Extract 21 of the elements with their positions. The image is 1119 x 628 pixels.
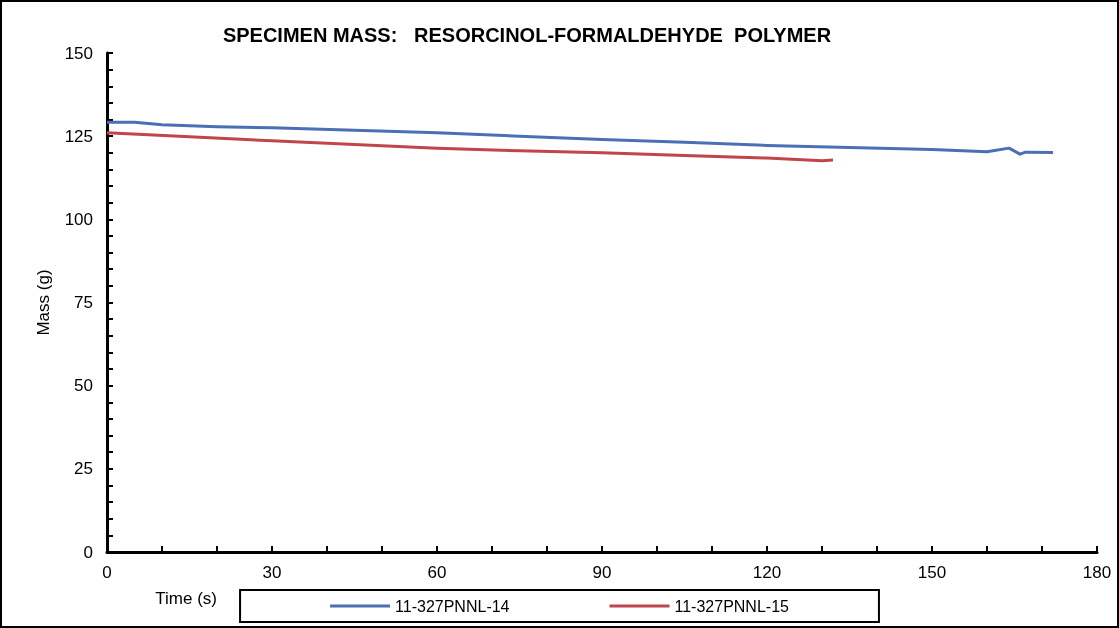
y-tick-label: 125 [64, 126, 93, 146]
x-tick-label: 90 [592, 563, 612, 582]
x-tick-label: 120 [752, 563, 782, 582]
x-tick-label: 150 [917, 563, 947, 582]
y-tick-label: 0 [83, 542, 93, 562]
legend-label: 11-327PNNL-14 [395, 597, 510, 615]
x-tick-label: 180 [1082, 563, 1112, 582]
y-tick-label: 50 [74, 376, 93, 396]
y-tick-label: 75 [74, 293, 93, 312]
line-series [105, 131, 835, 163]
chart-title: SPECIMEN MASS: RESORCINOL-FORMALDEHYDE POLYMER [222, 24, 832, 46]
y-tick-label: 150 [64, 43, 93, 63]
line-series [105, 120, 1055, 156]
y-tick-label: 100 [64, 209, 93, 229]
y-tick-label: 25 [74, 459, 93, 479]
x-tick-label: 30 [262, 563, 282, 582]
x-axis-title: Time (s) [155, 589, 217, 608]
x-tick-label: 0 [102, 563, 112, 582]
legend-label: 11-327PNNL-15 [674, 597, 790, 615]
y-axis-title: Mass (g) [34, 269, 53, 336]
x-tick-label: 60 [427, 563, 447, 582]
